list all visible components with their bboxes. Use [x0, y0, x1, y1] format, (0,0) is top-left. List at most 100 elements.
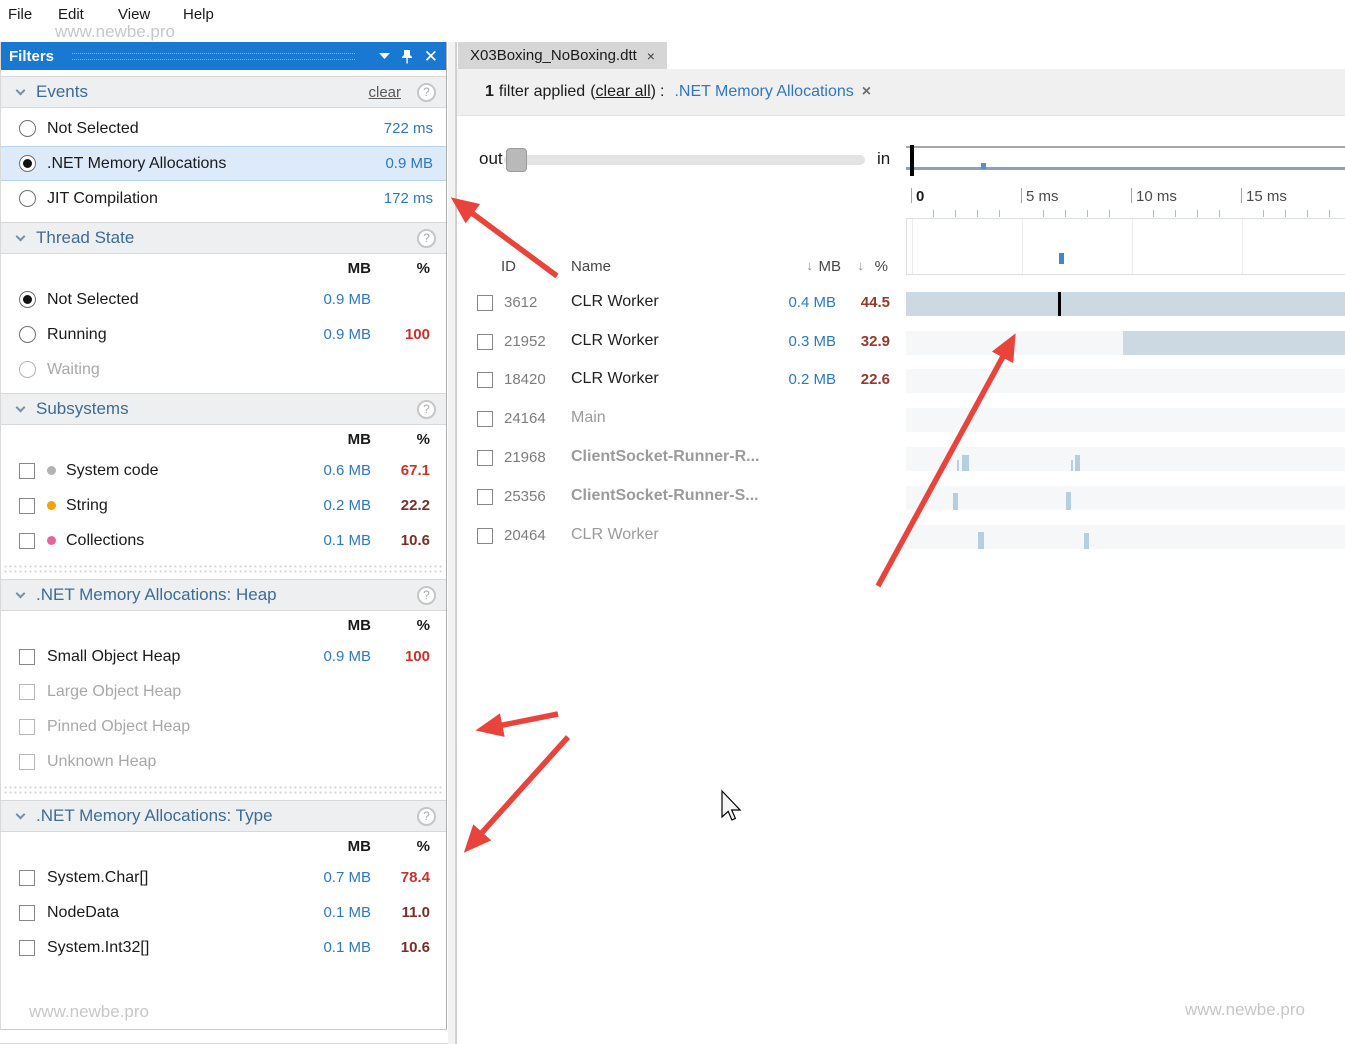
- help-icon[interactable]: ?: [417, 806, 436, 826]
- zoom-slider-thumb[interactable]: [506, 148, 527, 172]
- col-id[interactable]: ID: [501, 258, 516, 275]
- help-icon[interactable]: ?: [417, 82, 436, 102]
- checkbox-unchecked-icon[interactable]: [19, 718, 35, 735]
- zoom-slider-track[interactable]: [504, 155, 865, 165]
- tab-x03boxing-noboxing[interactable]: X03Boxing_NoBoxing.dtt ×: [458, 42, 667, 69]
- checkbox-unchecked-icon[interactable]: [19, 683, 35, 700]
- type-row-nodedata[interactable]: NodeData 0.1 MB 11.0: [1, 895, 446, 930]
- col-pct[interactable]: %: [874, 258, 888, 275]
- heap-row-pinned-object-heap[interactable]: Pinned Object Heap: [1, 709, 446, 744]
- event-row-not-selected[interactable]: Not Selected 722 ms: [1, 111, 446, 146]
- panel-menu-chevron-icon[interactable]: [378, 52, 390, 60]
- row-label: System code: [66, 461, 159, 479]
- checkbox-unchecked-icon[interactable]: [477, 334, 493, 350]
- help-icon[interactable]: ?: [417, 585, 436, 605]
- thread-row[interactable]: 21952 CLR Worker 0.3 MB 32.9: [457, 331, 1345, 355]
- checkbox-unchecked-icon[interactable]: [477, 528, 493, 544]
- help-icon[interactable]: ?: [417, 399, 436, 419]
- checkbox-unchecked-icon[interactable]: [477, 295, 493, 311]
- type-row-system-int32[interactable]: System.Int32[] 0.1 MB 10.6: [1, 930, 446, 965]
- panel-divider[interactable]: [448, 42, 456, 1044]
- row-label: NodeData: [47, 903, 120, 921]
- col-pct: %: [416, 616, 430, 634]
- thread-state-row-waiting[interactable]: Waiting: [1, 352, 446, 387]
- section-header-heap[interactable]: .NET Memory Allocations: Heap ?: [1, 579, 446, 611]
- thread-row[interactable]: 20464 CLR Worker: [457, 525, 1345, 549]
- subsystem-color-dot: [47, 536, 56, 545]
- help-icon[interactable]: ?: [417, 228, 436, 248]
- thread-timeline-strip[interactable]: [906, 486, 1345, 510]
- subsystem-row-string[interactable]: String 0.2 MB 22.2: [1, 488, 446, 523]
- heap-row-small-object-heap[interactable]: Small Object Heap 0.9 MB 100: [1, 639, 446, 674]
- thread-row[interactable]: 24164 Main: [457, 408, 1345, 432]
- thread-timeline-strip[interactable]: [906, 369, 1345, 393]
- thread-timeline-strip[interactable]: [906, 408, 1345, 432]
- col-pct: %: [416, 430, 430, 448]
- checkbox-unchecked-icon[interactable]: [477, 450, 493, 466]
- checkbox-unchecked-icon[interactable]: [19, 904, 35, 921]
- time-ruler[interactable]: 0 5 ms 10 ms 15 ms: [906, 188, 1345, 218]
- checkbox-unchecked-icon[interactable]: [19, 869, 35, 886]
- thread-timeline-strip[interactable]: [906, 525, 1345, 549]
- checkbox-unchecked-icon[interactable]: [477, 411, 493, 427]
- thread-timeline-strip[interactable]: [906, 447, 1345, 471]
- overview-cursor[interactable]: [910, 145, 914, 176]
- thread-state-row-not-selected[interactable]: Not Selected 0.9 MB: [1, 282, 446, 317]
- col-name[interactable]: Name: [571, 258, 612, 275]
- menu-view[interactable]: View: [118, 6, 151, 23]
- radio-unchecked-icon[interactable]: [19, 326, 36, 343]
- row-label: Waiting: [47, 360, 100, 378]
- section-header-thread-state[interactable]: Thread State ?: [1, 222, 446, 254]
- event-row-net-memory-allocations[interactable]: .NET Memory Allocations 0.9 MB: [1, 146, 446, 181]
- subsystem-row-system-code[interactable]: System code 0.6 MB 67.1: [1, 453, 446, 488]
- menu-edit[interactable]: Edit: [58, 6, 84, 23]
- thread-timeline-strip[interactable]: [906, 292, 1345, 316]
- dotted-separator: [3, 785, 444, 794]
- row-mb: 0.9 MB: [323, 648, 371, 665]
- tab-close-icon[interactable]: ×: [646, 47, 655, 64]
- gridline: [1132, 219, 1133, 274]
- radio-unchecked-icon[interactable]: [19, 190, 36, 207]
- checkbox-unchecked-icon[interactable]: [19, 753, 35, 770]
- radio-unchecked-icon[interactable]: [19, 120, 36, 137]
- thread-row[interactable]: 18420 CLR Worker 0.2 MB 22.6: [457, 369, 1345, 393]
- col-mb[interactable]: MB: [818, 258, 842, 275]
- events-diagram[interactable]: [906, 218, 1345, 275]
- timeline-overview-strip[interactable]: [906, 145, 1345, 176]
- chevron-down-icon: [15, 402, 26, 412]
- subsystem-row-collections[interactable]: Collections 0.1 MB 10.6: [1, 523, 446, 558]
- heap-row-unknown-heap[interactable]: Unknown Heap: [1, 744, 446, 779]
- checkbox-unchecked-icon[interactable]: [19, 497, 35, 514]
- checkbox-unchecked-icon[interactable]: [477, 372, 493, 388]
- checkbox-unchecked-icon[interactable]: [19, 532, 35, 549]
- subsystem-color-dot: [47, 466, 56, 475]
- radio-checked-icon[interactable]: [19, 155, 36, 172]
- remove-filter-icon[interactable]: ×: [861, 83, 872, 100]
- clear-all-link[interactable]: clear all: [595, 83, 651, 100]
- section-header-subsystems[interactable]: Subsystems ?: [1, 393, 446, 425]
- heap-row-large-object-heap[interactable]: Large Object Heap: [1, 674, 446, 709]
- menu-file[interactable]: File: [8, 6, 33, 23]
- event-row-jit-compilation[interactable]: JIT Compilation 172 ms: [1, 181, 446, 216]
- close-icon[interactable]: ✕: [423, 46, 438, 66]
- thread-row[interactable]: 3612 CLR Worker 0.4 MB 44.5: [457, 292, 1345, 316]
- section-header-type[interactable]: .NET Memory Allocations: Type ?: [1, 800, 446, 832]
- checkbox-unchecked-icon[interactable]: [19, 648, 35, 665]
- overview-activity-band: [906, 167, 1345, 170]
- radio-checked-icon[interactable]: [19, 291, 36, 308]
- checkbox-unchecked-icon[interactable]: [19, 462, 35, 479]
- checkbox-unchecked-icon[interactable]: [477, 489, 493, 505]
- thread-row[interactable]: 25356 ClientSocket-Runner-S...: [457, 486, 1345, 510]
- menu-help[interactable]: Help: [183, 6, 214, 23]
- row-pct: 10.6: [400, 939, 430, 956]
- radio-unchecked-icon[interactable]: [19, 361, 36, 378]
- type-row-system-char[interactable]: System.Char[] 0.7 MB 78.4: [1, 860, 446, 895]
- thread-row[interactable]: 21968 ClientSocket-Runner-R...: [457, 447, 1345, 471]
- pin-icon[interactable]: [400, 49, 414, 64]
- checkbox-unchecked-icon[interactable]: [19, 939, 35, 956]
- section-title: Subsystems: [36, 399, 129, 418]
- thread-state-row-running[interactable]: Running 0.9 MB 100: [1, 317, 446, 352]
- clear-events-link[interactable]: clear: [368, 83, 401, 101]
- section-header-events[interactable]: Events clear ?: [1, 76, 446, 108]
- thread-timeline-strip[interactable]: [906, 331, 1345, 355]
